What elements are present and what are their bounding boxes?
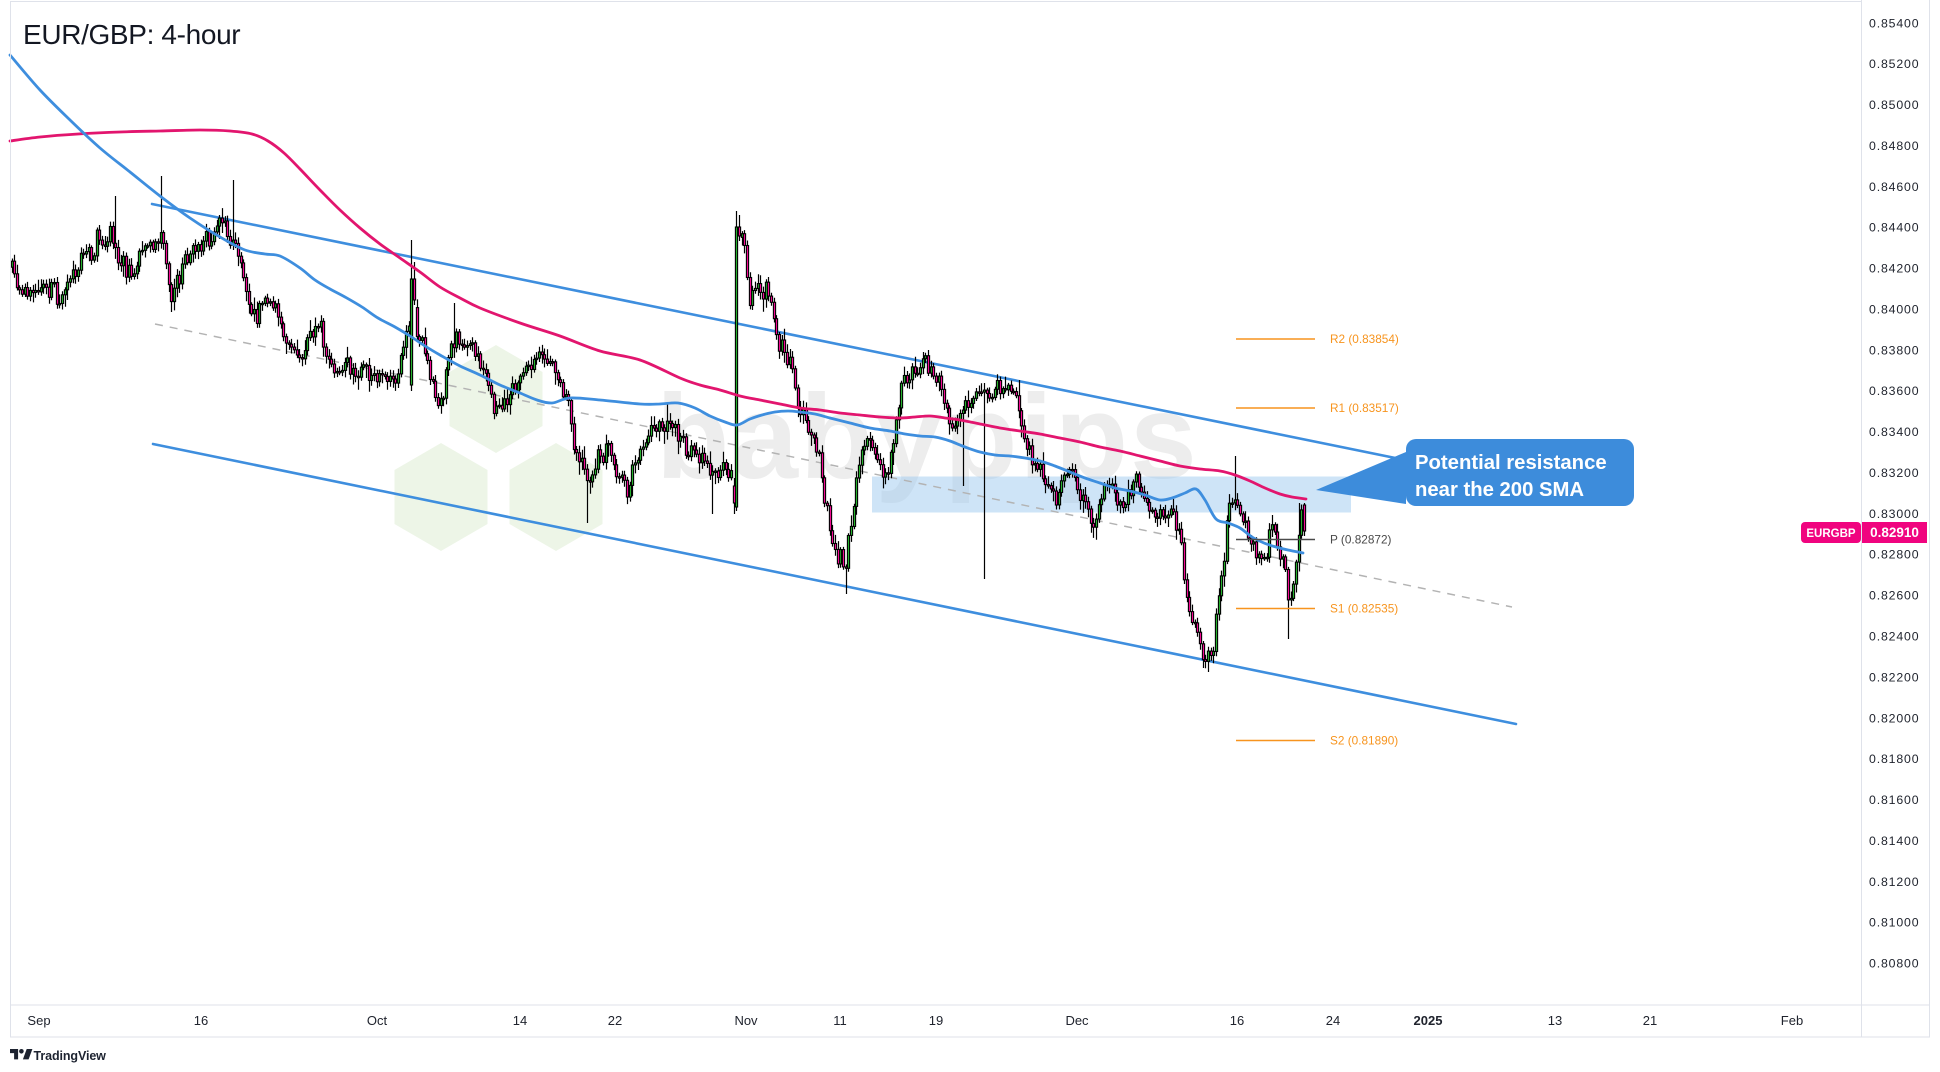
svg-text:14: 14 — [513, 1013, 527, 1028]
svg-text:0.83000: 0.83000 — [1869, 507, 1919, 521]
svg-text:0.81800: 0.81800 — [1869, 752, 1919, 766]
svg-text:0.83600: 0.83600 — [1869, 384, 1919, 398]
svg-text:19: 19 — [929, 1013, 943, 1028]
svg-text:0.84800: 0.84800 — [1869, 139, 1919, 153]
svg-text:Dec: Dec — [1065, 1013, 1089, 1028]
svg-text:0.83400: 0.83400 — [1869, 425, 1919, 439]
svg-text:11: 11 — [833, 1013, 847, 1028]
svg-text:13: 13 — [1548, 1013, 1562, 1028]
svg-text:EUR/GBP: 4-hour: EUR/GBP: 4-hour — [23, 19, 240, 50]
svg-text:Sep: Sep — [27, 1013, 50, 1028]
svg-text:EURGBP: EURGBP — [1806, 528, 1856, 540]
svg-text:0.84000: 0.84000 — [1869, 303, 1919, 317]
svg-text:S2 (0.81890): S2 (0.81890) — [1330, 734, 1398, 748]
svg-text:0.84600: 0.84600 — [1869, 180, 1919, 194]
svg-text:16: 16 — [194, 1013, 208, 1028]
svg-text:0.84200: 0.84200 — [1869, 262, 1919, 276]
svg-text:0.84400: 0.84400 — [1869, 221, 1919, 235]
svg-text:S1 (0.82535): S1 (0.82535) — [1330, 602, 1398, 616]
svg-text:P (0.82872): P (0.82872) — [1330, 533, 1392, 547]
svg-text:0.81000: 0.81000 — [1869, 916, 1919, 930]
svg-text:0.81200: 0.81200 — [1869, 875, 1919, 889]
svg-text:TradingView: TradingView — [34, 1049, 107, 1063]
svg-text:0.83200: 0.83200 — [1869, 466, 1919, 480]
svg-text:24: 24 — [1326, 1013, 1340, 1028]
svg-text:0.80800: 0.80800 — [1869, 957, 1919, 971]
svg-text:near the 200 SMA: near the 200 SMA — [1415, 479, 1584, 501]
svg-text:21: 21 — [1643, 1013, 1657, 1028]
svg-text:0.82600: 0.82600 — [1869, 589, 1919, 603]
svg-text:Oct: Oct — [367, 1013, 388, 1028]
svg-text:0.85400: 0.85400 — [1869, 16, 1919, 30]
svg-text:Nov: Nov — [734, 1013, 758, 1028]
svg-text:0.85000: 0.85000 — [1869, 98, 1919, 112]
svg-text:16: 16 — [1230, 1013, 1244, 1028]
svg-text:Feb: Feb — [1781, 1013, 1803, 1028]
svg-text:R2 (0.83854): R2 (0.83854) — [1330, 332, 1399, 346]
svg-text:Potential resistance: Potential resistance — [1415, 452, 1607, 474]
svg-text:0.82800: 0.82800 — [1869, 548, 1919, 562]
svg-text:0.82200: 0.82200 — [1869, 670, 1919, 684]
svg-text:2025: 2025 — [1414, 1013, 1443, 1028]
svg-text:0.85200: 0.85200 — [1869, 57, 1919, 71]
svg-text:0.81600: 0.81600 — [1869, 793, 1919, 807]
svg-text:R1 (0.83517): R1 (0.83517) — [1330, 401, 1399, 415]
svg-text:0.81400: 0.81400 — [1869, 834, 1919, 848]
svg-text:0.82910: 0.82910 — [1870, 525, 1919, 540]
svg-text:0.82400: 0.82400 — [1869, 630, 1919, 644]
svg-text:0.83800: 0.83800 — [1869, 343, 1919, 357]
svg-text:0.82000: 0.82000 — [1869, 711, 1919, 725]
svg-text:22: 22 — [608, 1013, 622, 1028]
